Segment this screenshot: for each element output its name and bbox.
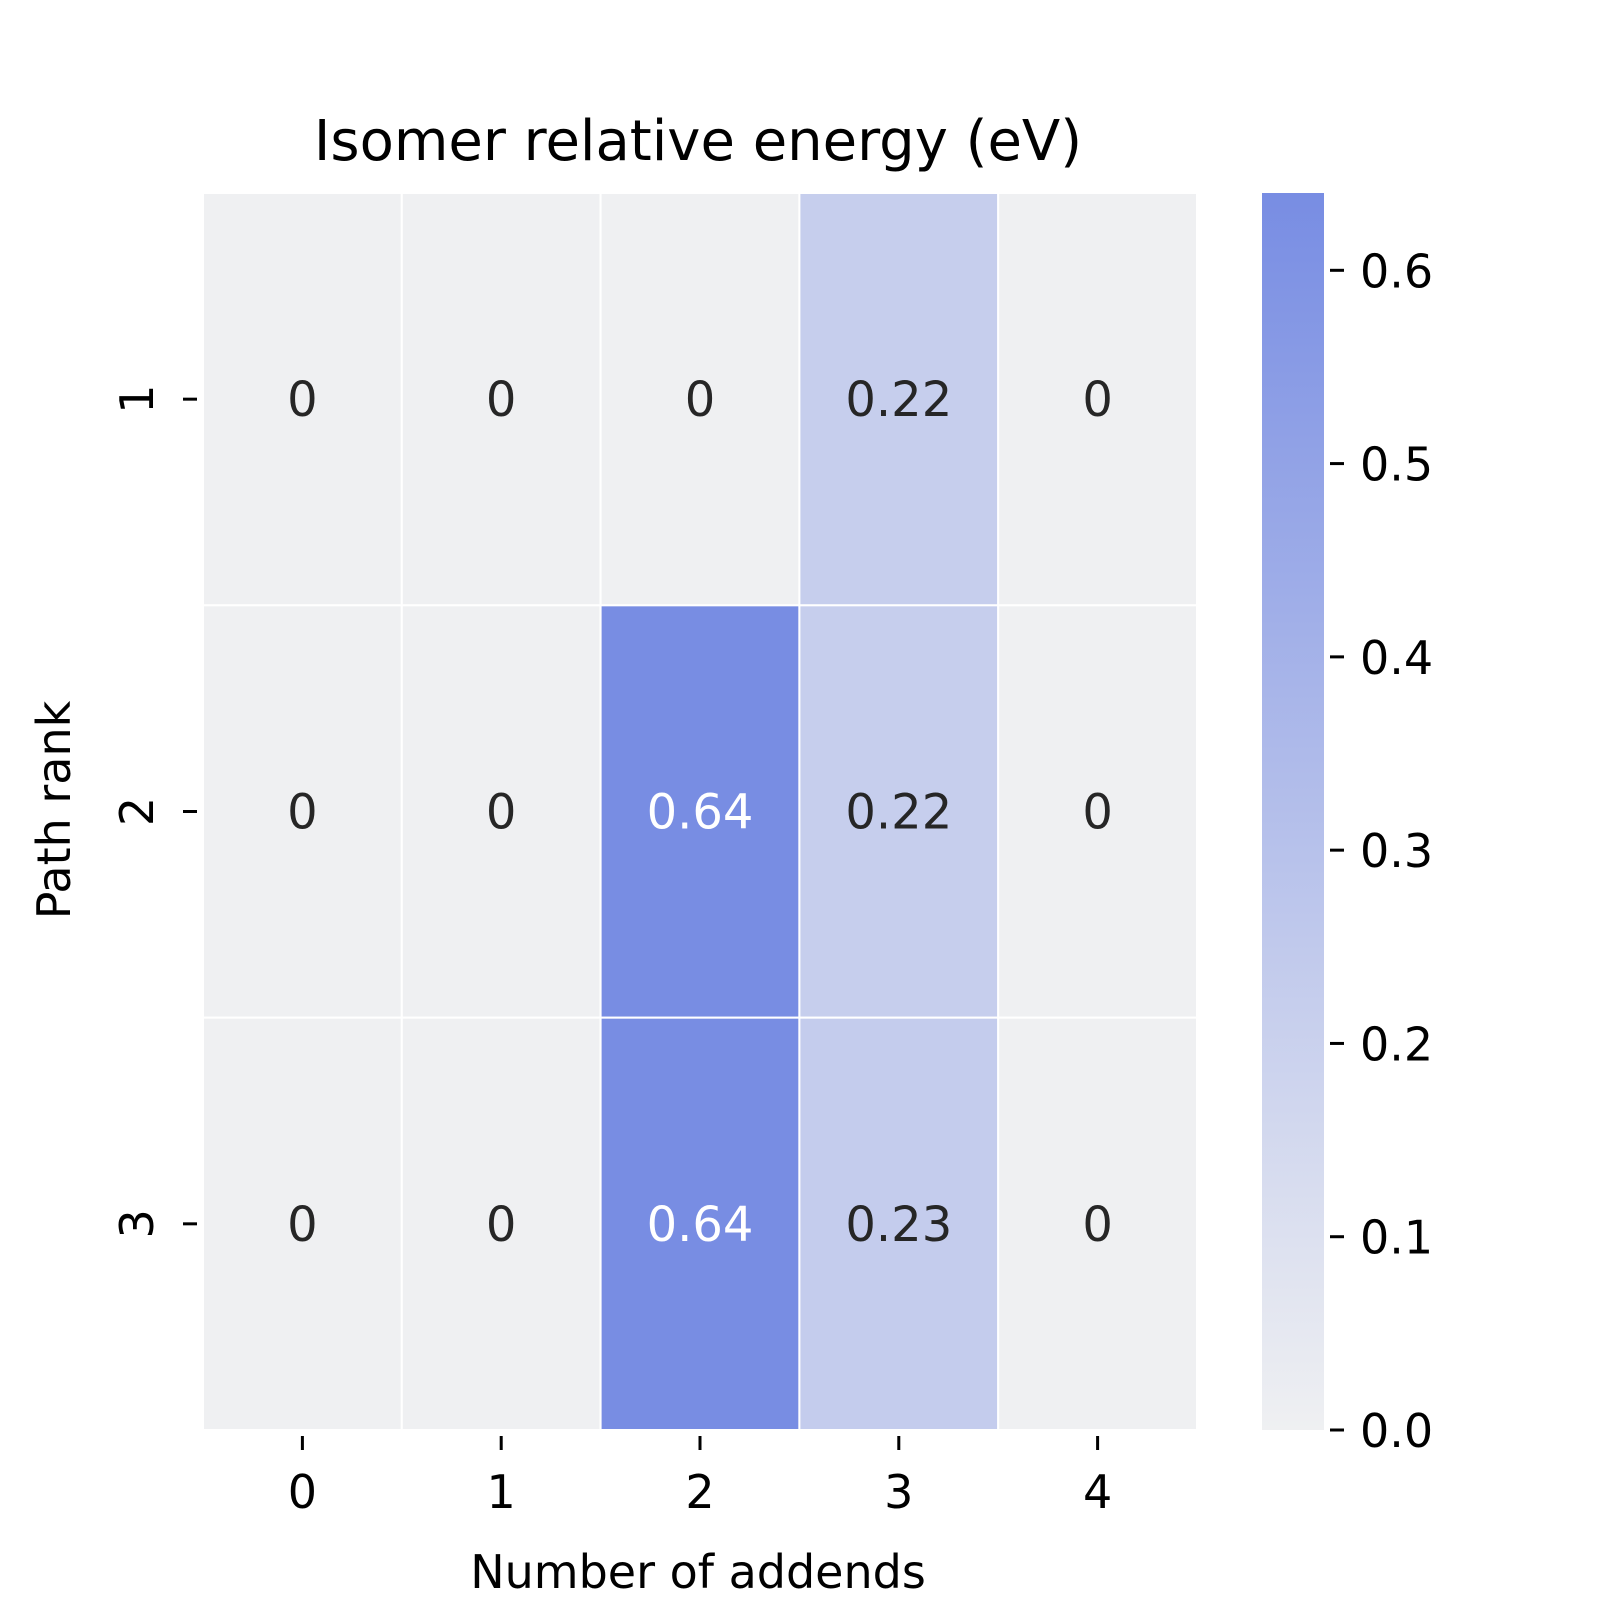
y-tick-label: 1 [110, 385, 164, 414]
heatmap-cell [400, 1016, 602, 1432]
heatmap-cell [997, 604, 1199, 1019]
x-tick-label: 2 [685, 1465, 714, 1519]
x-tick-label: 4 [1083, 1465, 1112, 1519]
heatmap-cell [202, 604, 403, 1019]
colorbar-tick-label: 0.2 [1360, 1017, 1433, 1071]
heatmap-cell [202, 192, 403, 607]
colorbar-tick-label: 0.1 [1360, 1211, 1433, 1265]
cell-value-label: 0.22 [845, 372, 952, 428]
x-tick-label: 0 [288, 1465, 317, 1519]
cell-value-label: 0 [486, 785, 517, 841]
heatmap-cell [798, 1016, 1000, 1432]
chart-title: Isomer relative energy (eV) [314, 109, 1082, 174]
colorbar-tick-label: 0.3 [1360, 824, 1433, 878]
heatmap-cell [997, 192, 1199, 607]
y-axis: 1 2 3 [110, 385, 197, 1238]
colorbar-tick-label: 0.6 [1360, 244, 1433, 298]
heatmap-cell [798, 192, 1000, 607]
cell-value-label: 0 [1082, 1197, 1113, 1253]
cell-value-label: 0.22 [845, 785, 952, 841]
heatmap-cells [202, 192, 1199, 1432]
colorbar: 0.0 0.1 0.2 0.3 0.4 0.5 0.6 [1262, 193, 1433, 1458]
heatmap-cell [599, 1016, 801, 1432]
heatmap-cell [599, 604, 801, 1019]
cell-value-label: 0 [486, 372, 517, 428]
cell-value-label: 0.64 [647, 1197, 754, 1253]
y-tick-label: 2 [110, 797, 164, 826]
colorbar-tick-label: 0.4 [1360, 631, 1433, 685]
x-tick-label: 3 [884, 1465, 913, 1519]
cell-value-label: 0 [1082, 785, 1113, 841]
cell-value-label: 0.64 [647, 785, 754, 841]
cell-value-label: 0.23 [845, 1197, 952, 1253]
x-axis-label: Number of addends [470, 1545, 926, 1599]
cell-value-label: 0 [685, 372, 716, 428]
x-axis: 0 1 2 3 4 [288, 1436, 1112, 1519]
cell-value-label: 0 [287, 372, 318, 428]
cell-value-label: 0 [287, 1197, 318, 1253]
colorbar-tick-label: 0.0 [1360, 1404, 1433, 1458]
heatmap-cell [997, 1016, 1199, 1432]
x-tick-label: 1 [487, 1465, 516, 1519]
colorbar-gradient [1262, 193, 1324, 1430]
heatmap-cell-labels: 0 0 0 0.22 0 0 0 0.64 0.22 0 0 0 0.64 0.23 0 [287, 372, 1113, 1253]
cell-value-label: 0 [1082, 372, 1113, 428]
colorbar-tick-label: 0.5 [1360, 438, 1433, 492]
y-axis-label: Path rank [27, 700, 81, 919]
y-tick-label: 3 [110, 1209, 164, 1238]
heatmap-cell [400, 192, 602, 607]
heatmap-cell [599, 192, 801, 607]
cell-value-label: 0 [287, 785, 318, 841]
cell-value-label: 0 [486, 1197, 517, 1253]
